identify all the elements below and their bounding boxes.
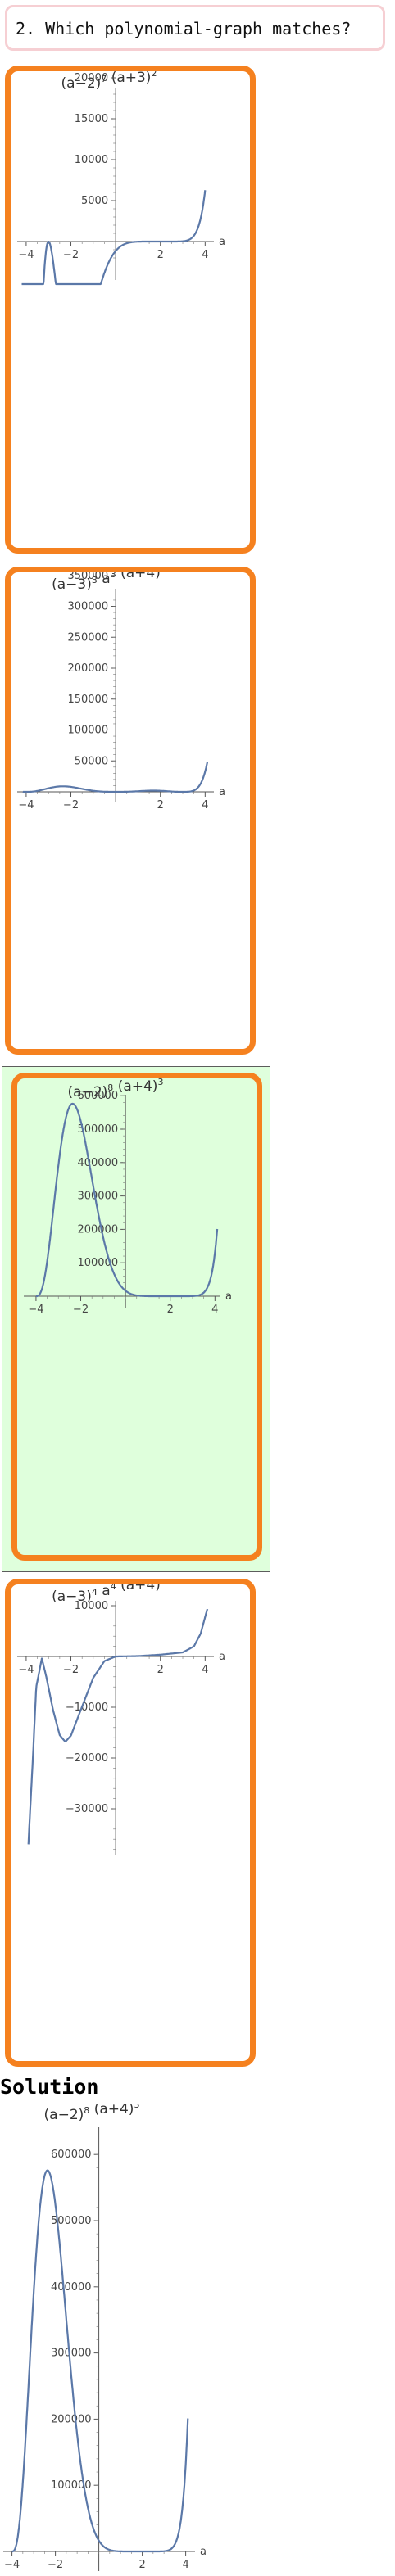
solution-y-tick-label: 200000 [51,2413,92,2425]
option-2-y-tick-label: 100000 [67,725,108,737]
answer-option-4-plot: (a−3)4 a4 (a+4)4 −4 −2 2 4a 10000 −10000 −20000… [11,1584,250,2061]
option-3-curve [36,1104,217,1296]
option-4-y-tick-label: −20000 [66,1752,108,1765]
solution-x-tick-label: −4 [4,2559,20,2571]
option-1-x-axis-label: a [219,236,225,248]
option-2-x-axis-label: a [219,786,225,798]
option-1-x-tick-label: −4 [18,249,34,261]
option-3-x-tick-label: −4 [28,1304,43,1316]
option-2-y-tick-label: 150000 [67,694,108,706]
option-3-y-tick-label: 300000 [77,1191,118,1203]
solution-curve [12,2171,188,2551]
answer-option-1[interactable]: (a−2)7 (a+3)2 −4 −2 2 4 a 20000 15000 10000 5000 [5,66,256,554]
solution-x-tick-label: −2 [48,2559,63,2571]
answer-option-4[interactable]: (a−3)4 a4 (a+4)4 −4 −2 2 4a 10000 −10000 −20000… [5,1579,256,2067]
answer-option-2[interactable]: (a−3)3 a3 (a+4)3−4−224a35000030000025000… [5,567,256,1055]
question-text: 2. Which polynomial-graph matches? [16,19,351,38]
option-4-x-tick-label: −2 [63,1664,79,1676]
option-3-y-tick-label: 400000 [77,1157,118,1169]
solution-y-tick-label: 600000 [51,2149,92,2161]
option-2-x-tick-label: 4 [202,799,208,811]
solution-x-axis-label: a [200,2546,207,2558]
option-4-y-tick-label: −10000 [66,1702,108,1714]
solution-plot: (a−2)8 (a+4)3−4 −2 2 4a60000050000040000030… [0,2104,246,2574]
option-4-x-tick-label: 4 [202,1664,208,1676]
option-2-x-tick-label: −4 [18,799,34,811]
option-1-y-tick-label: 15000 [75,113,108,125]
solution-title: (a−2)8 (a+4)3 [44,2104,140,2123]
option-3-x-axis-label: a [225,1290,232,1303]
option-1-x-tick-label: 4 [202,249,208,261]
solution-y-tick-label: 400000 [51,2281,92,2294]
option-1-y-tick-label: 10000 [75,154,108,166]
option-1-x-tick-label: 2 [157,249,164,261]
option-4-y-tick-label: −30000 [66,1803,108,1815]
option-2-x-tick-label: 2 [157,799,164,811]
option-3-x-tick-label: 4 [211,1304,218,1316]
option-4-x-tick-label: 2 [157,1664,164,1676]
option-2-y-tick-label: 200000 [67,662,108,675]
option-3-y-tick-label: 200000 [77,1223,118,1236]
option-2-x-tick-label: −2 [63,799,79,811]
solution-heading: Solution [0,2075,98,2099]
option-4-title: (a−3)4 a4 (a+4)4 [52,1584,166,1605]
solution-x-tick-label: 2 [138,2559,145,2571]
answer-option-3-plot: (a−2)8 (a+4)3−4 −2 2 4a60000050000040000030… [17,1078,257,1555]
option-4-curve [29,1609,207,1844]
option-3-x-tick-label: −2 [73,1304,89,1316]
option-3-y-tick-label: 600000 [77,1090,118,1102]
option-1-x-tick-label: −2 [63,249,79,261]
option-4-x-tick-label: −4 [18,1664,34,1676]
option-3-x-tick-label: 2 [167,1304,174,1316]
option-2-y-tick-label: 300000 [67,601,108,613]
option-1-y-tick-label: 20000 [75,72,108,84]
option-1-y-tick-label: 5000 [81,195,108,207]
solution-y-tick-label: 300000 [51,2348,92,2360]
option-1-curve [22,190,206,284]
answer-option-3[interactable]: (a−2)8 (a+4)3 −4 −2 2 4 a 600000 500000 400000 30… [11,1073,262,1561]
solution-x-tick-label: 4 [182,2559,188,2571]
option-4-x-axis-label: a [219,1651,225,1663]
option-4-y-tick-label: 10000 [75,1600,108,1612]
option-2-curve [23,762,207,792]
option-2-y-tick-label: 250000 [67,631,108,644]
question-box: 2. Which polynomial-graph matches? [5,5,385,51]
option-2-y-tick-label: 50000 [75,755,108,767]
answer-option-2-plot: (a−3)3 a3 (a+4)3−4−224a35000030000025000… [11,572,250,1049]
option-2-y-tick-label: 350000 [67,572,108,582]
